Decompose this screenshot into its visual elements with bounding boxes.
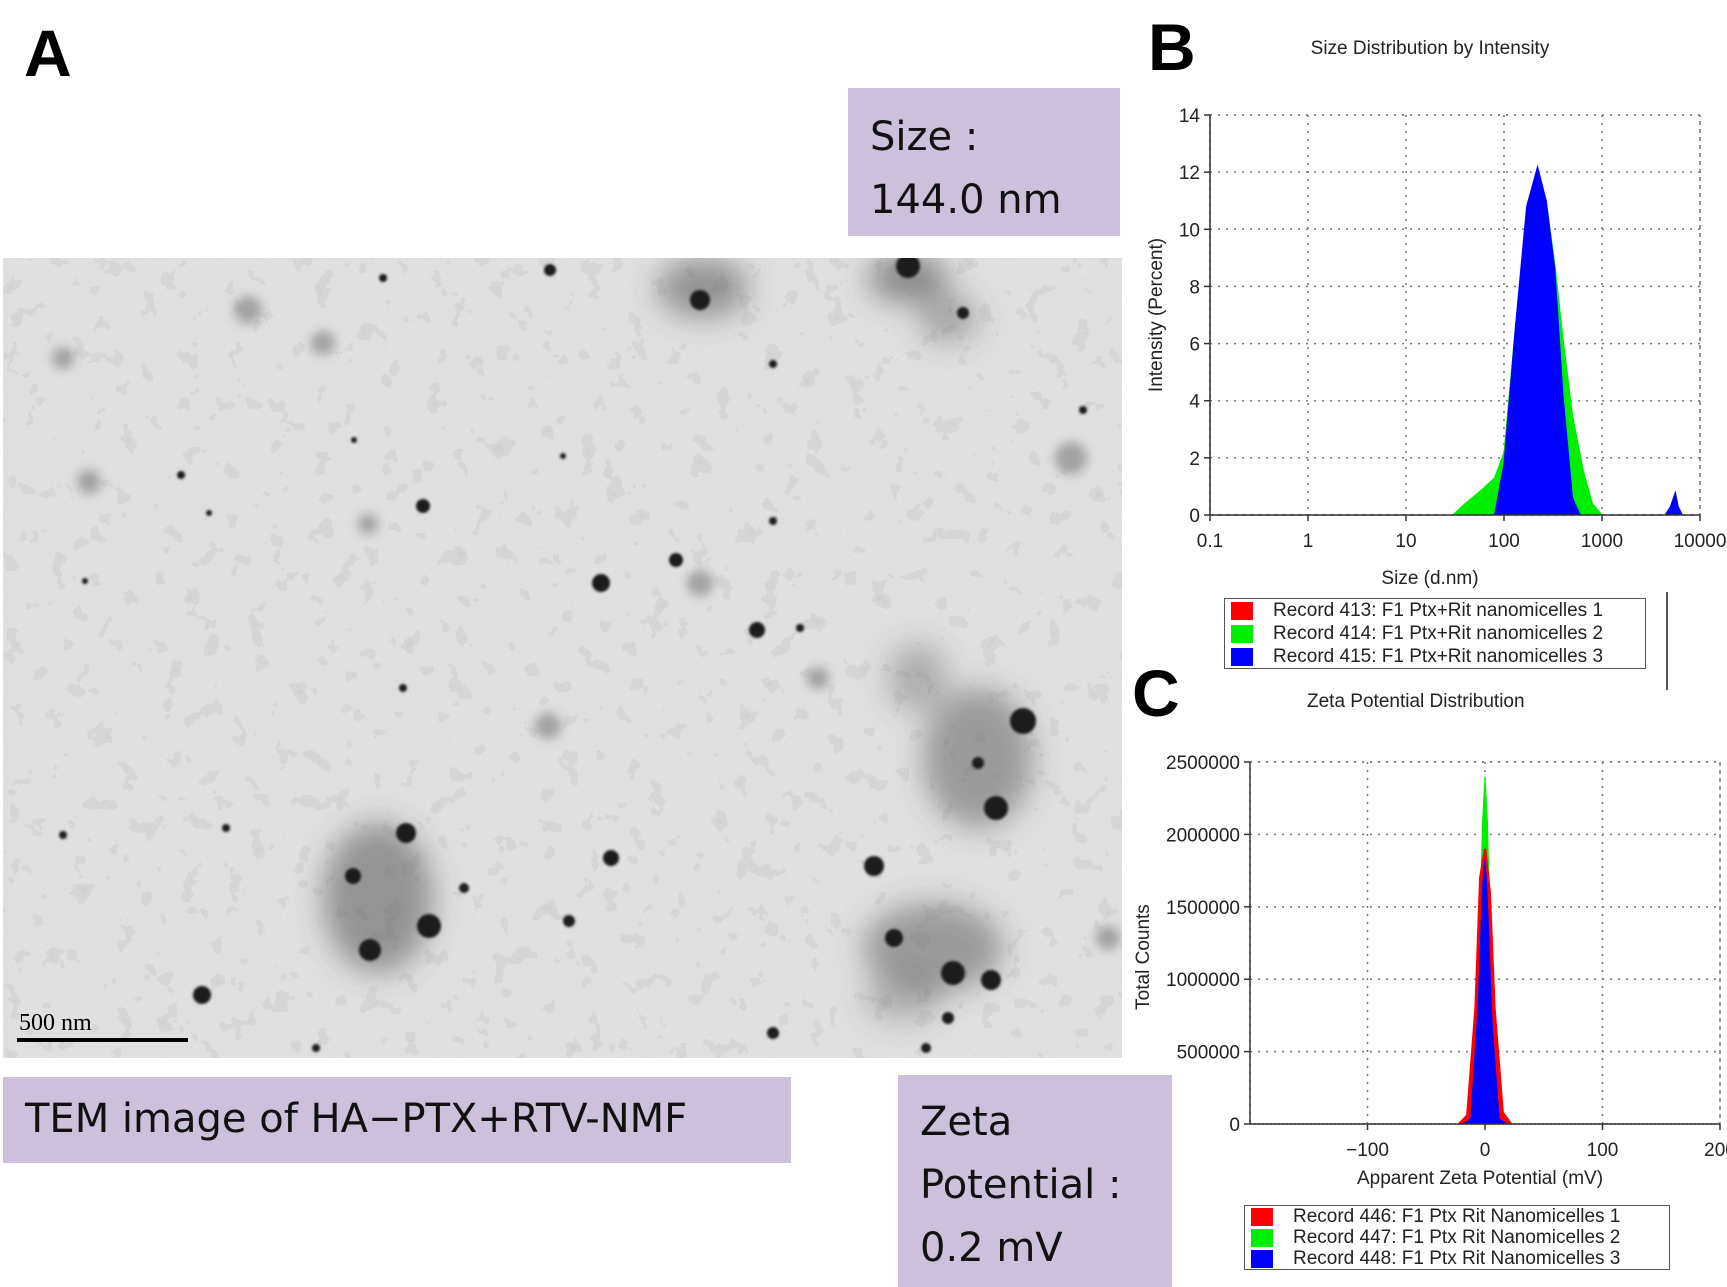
x-tick-label: 10000 [1674, 531, 1727, 552]
x-tick-label: 1 [1303, 531, 1314, 552]
x-tick-label: 1000 [1581, 531, 1623, 552]
panel-label-c: C [1132, 656, 1180, 730]
legend-swatch-green [1231, 624, 1253, 643]
panel-label-b: B [1148, 10, 1196, 84]
zeta-chart-xlabel: Apparent Zeta Potential (mV) [1357, 1168, 1603, 1189]
tem-caption: TEM image of HA−PTX+RTV-NMF [25, 1096, 688, 1142]
x-tick-label: 100 [1587, 1140, 1619, 1161]
x-tick-label: 0.1 [1197, 531, 1223, 552]
x-tick-label: −100 [1346, 1140, 1389, 1161]
size-chart-xticks: 0.1 1 10 100 1000 10000 [1197, 531, 1727, 552]
series-outline-1 [1458, 848, 1512, 1125]
y-tick-label: 12 [1179, 163, 1200, 184]
y-tick-label: 2 [1189, 449, 1200, 470]
legend-label: Record 448: F1 Ptx Rit Nanomicelles 3 [1293, 1247, 1621, 1269]
y-tick-label: 1500000 [1166, 898, 1240, 919]
x-tick-label: 200 [1704, 1140, 1727, 1161]
y-tick-label: 4 [1189, 392, 1200, 413]
x-tick-label: 0 [1480, 1140, 1491, 1161]
panel-label-a: A [24, 16, 72, 90]
y-tick-label: 1000000 [1166, 970, 1240, 991]
x-tick-label: 10 [1395, 531, 1416, 552]
legend-item: Record 447: F1 Ptx Rit Nanomicelles 2 [1245, 1227, 1669, 1248]
legend-separator [1666, 592, 1668, 690]
zeta-distribution-title: Zeta Potential Distribution [1307, 691, 1525, 712]
zeta-chart-ylabel: Total Counts [1133, 904, 1154, 1010]
zeta-chart-series [1457, 776, 1512, 1125]
tem-halos [52, 296, 1120, 950]
size-chart-grid [1209, 114, 1701, 516]
legend-label: Record 414: F1 Ptx+Rit nanomicelles 2 [1273, 622, 1604, 644]
size-chart-series [1451, 164, 1684, 516]
legend-swatch-red [1231, 601, 1253, 620]
legend-label: Record 413: F1 Ptx+Rit nanomicelles 1 [1273, 599, 1604, 621]
size-chart-yticks: 0 2 4 6 8 10 12 14 [1179, 106, 1201, 527]
x-tick-label: 100 [1488, 531, 1520, 552]
size-chart-xlabel: Size (d.nm) [1381, 568, 1478, 589]
zeta-label-line2: Potential : [920, 1162, 1122, 1208]
legend-swatch-green [1251, 1228, 1273, 1247]
legend-item: Record 414: F1 Ptx+Rit nanomicelles 2 [1225, 622, 1645, 645]
y-tick-label: 2500000 [1166, 753, 1240, 774]
y-tick-label: 0 [1189, 506, 1200, 527]
size-label-value: 144.0 nm [870, 177, 1062, 223]
zeta-label-value: 0.2 mV [920, 1225, 1063, 1271]
zeta-chart-yticks: 0 500000 1000000 1500000 2000000 2500000 [1166, 753, 1240, 1136]
y-tick-label: 6 [1189, 335, 1200, 356]
zeta-label-box: Zeta Potential : 0.2 mV [898, 1075, 1172, 1287]
legend-swatch-blue [1231, 647, 1253, 666]
scale-bar-label: 500 nm [19, 1010, 92, 1036]
legend-item: Record 446: F1 Ptx Rit Nanomicelles 1 [1245, 1206, 1669, 1227]
legend-item: Record 413: F1 Ptx+Rit nanomicelles 1 [1225, 599, 1645, 622]
zeta-chart-legend: Record 446: F1 Ptx Rit Nanomicelles 1 Re… [1244, 1205, 1670, 1270]
size-distribution-chart: Size Distribution by Intensity 0.1 1 10 100… [1146, 38, 1727, 589]
size-chart-title: Size Distribution by Intensity [1311, 38, 1550, 59]
legend-swatch-blue [1251, 1249, 1273, 1268]
y-tick-label: 10 [1179, 220, 1200, 241]
y-tick-label: 500000 [1177, 1043, 1240, 1064]
zeta-chart-axes [1244, 761, 1721, 1130]
size-label-box: Size : 144.0 nm [848, 88, 1120, 236]
zeta-chart-xticks: −100 0 100 200 [1346, 1140, 1727, 1161]
y-tick-label: 14 [1179, 106, 1201, 127]
y-tick-label: 2000000 [1166, 825, 1240, 846]
y-tick-label: 0 [1229, 1115, 1240, 1136]
tem-image: 500 nm [3, 258, 1122, 1058]
zeta-label-line1: Zeta [920, 1099, 1013, 1145]
tem-caption-box: TEM image of HA−PTX+RTV-NMF [3, 1077, 791, 1163]
legend-item: Record 448: F1 Ptx Rit Nanomicelles 3 [1245, 1248, 1669, 1269]
zeta-distribution-chart: −100 0 100 200 0 500000 1000000 1500000 2000000… [1133, 753, 1727, 1189]
legend-swatch-red [1251, 1207, 1273, 1226]
size-chart-ylabel: Intensity (Percent) [1146, 238, 1167, 392]
size-chart-axes [1204, 114, 1701, 521]
plot-frame [1209, 114, 1701, 516]
legend-label: Record 446: F1 Ptx Rit Nanomicelles 1 [1293, 1205, 1621, 1227]
legend-label: Record 415: F1 Ptx+Rit nanomicelles 3 [1273, 645, 1604, 667]
series-area-3 [1462, 856, 1508, 1125]
tem-scale-bar: 500 nm [17, 1010, 188, 1042]
legend-item: Record 415: F1 Ptx+Rit nanomicelles 3 [1225, 645, 1645, 668]
legend-label: Record 447: F1 Ptx Rit Nanomicelles 2 [1293, 1226, 1621, 1248]
y-tick-label: 8 [1189, 277, 1200, 298]
tem-particles [59, 258, 1087, 1053]
size-label-line1: Size : [870, 114, 979, 160]
size-chart-legend: Record 413: F1 Ptx+Rit nanomicelles 1 Re… [1224, 598, 1646, 669]
series-area-3 [1493, 164, 1684, 516]
